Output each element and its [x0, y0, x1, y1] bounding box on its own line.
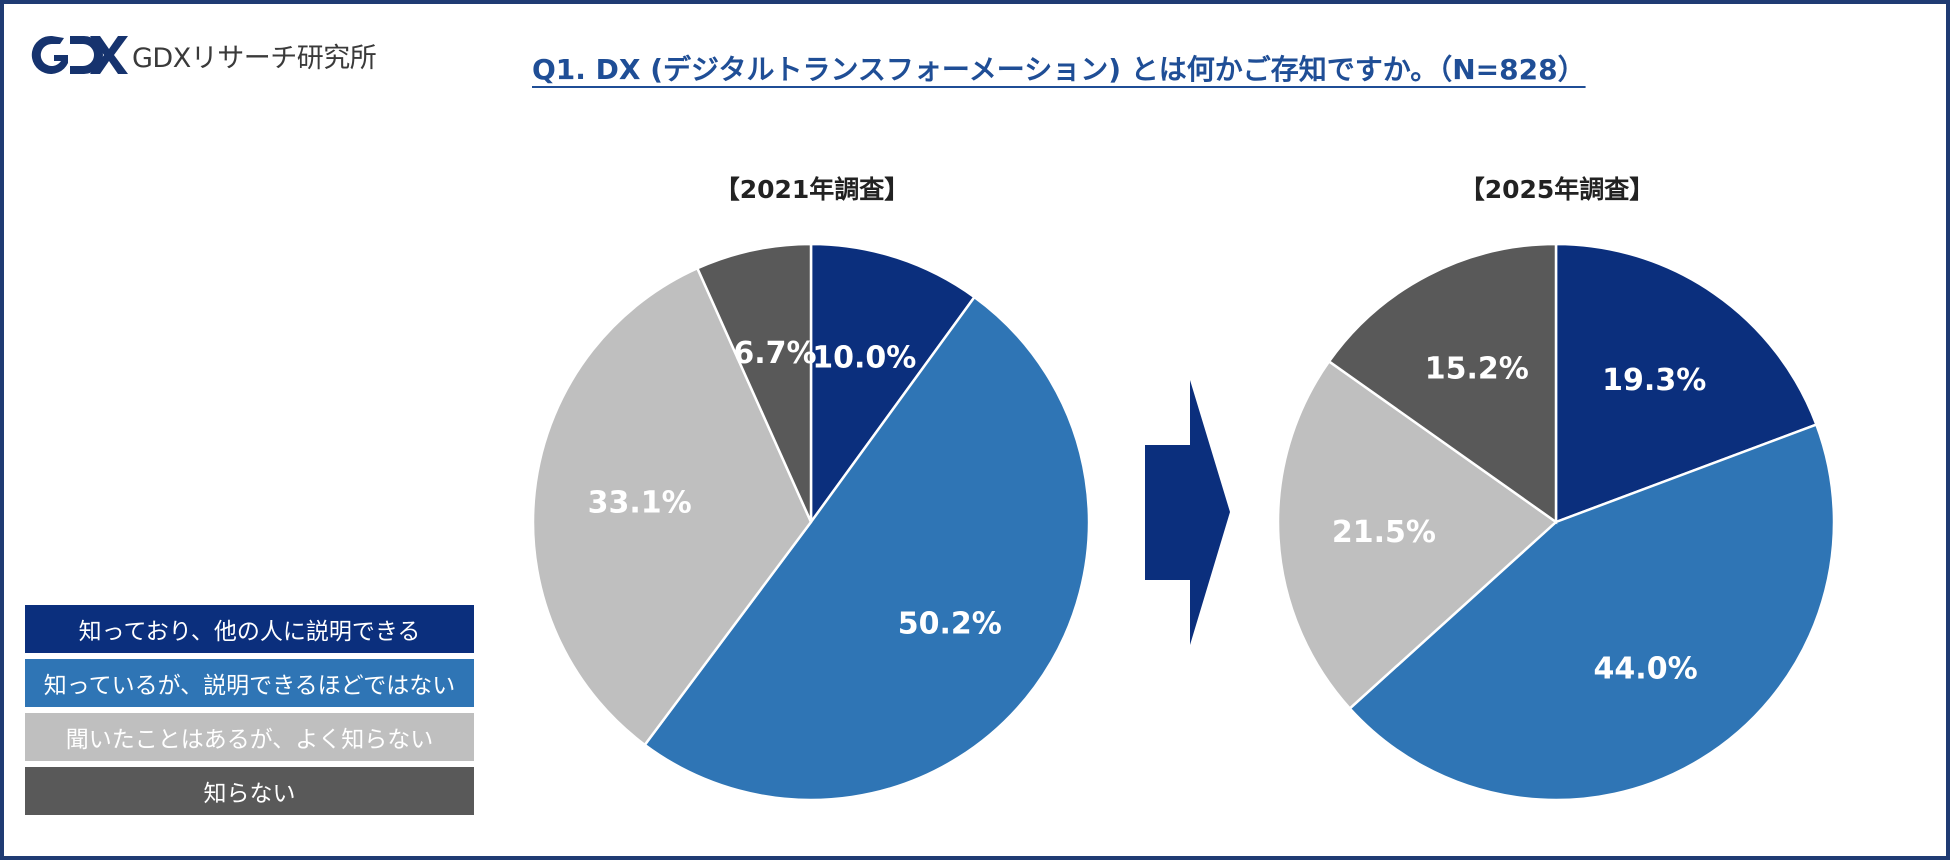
legend: 知っており、他の人に説明できる 知っているが、説明できるほどではない 聞いたこと… [25, 605, 474, 821]
legend-item-explain: 知っており、他の人に説明できる [25, 605, 474, 653]
pie-2025-slice-know [1348, 422, 1836, 802]
page-title: Q1. DX (デジタルトランスフォーメーション) とは何かご存知ですか。（N=… [532, 53, 1586, 86]
legend-label: 知っているが、説明できるほどではない [43, 673, 456, 699]
pie-2025-label-explain: 19.3% [1602, 363, 1706, 398]
pie-2021-slice-explain [809, 242, 977, 526]
pie-2025-slice-heard [1276, 359, 1558, 711]
pie-2021-label-heard: 33.1% [588, 486, 692, 521]
chart-2025-title: 【2025年調査】 [1459, 175, 1655, 204]
pie-2021-label-explain: 10.0% [812, 341, 916, 376]
legend-label: 知らない [203, 781, 296, 807]
pie-chart-2025: 19.3% 44.0% 21.5% 15.2% [1276, 242, 1836, 802]
pie-2021-slice-unknown [695, 242, 813, 523]
right-arrow-icon [1145, 380, 1230, 645]
logo-text: GDXリサーチ研究所 [132, 42, 377, 74]
logo: GDXリサーチ研究所 [30, 30, 377, 80]
pie-2025-label-know: 44.0% [1594, 652, 1698, 687]
legend-item-unknown: 知らない [25, 767, 474, 815]
pie-2021-slice-heard [531, 266, 813, 747]
legend-item-heard: 聞いたことはあるが、よく知らない [25, 713, 474, 761]
legend-label: 聞いたことはあるが、よく知らない [65, 727, 434, 753]
gdx-logo-icon [31, 35, 128, 74]
pie-chart-2021: 10.0% 50.2% 33.1% 6.7% [531, 242, 1091, 802]
legend-item-know: 知っているが、説明できるほどではない [25, 659, 474, 707]
pie-2025-slice-unknown [1327, 242, 1558, 525]
pie-2025-label-unknown: 15.2% [1425, 351, 1529, 386]
pie-2021-slice-know [643, 295, 1091, 802]
pie-2025-slice-explain [1554, 242, 1818, 524]
pie-2021-label-unknown: 6.7% [733, 336, 816, 371]
pie-2021-label-know: 50.2% [898, 607, 1002, 642]
pie-2025-label-heard: 21.5% [1332, 515, 1436, 550]
chart-2021-title: 【2021年調査】 [714, 175, 910, 204]
legend-label: 知っており、他の人に説明できる [78, 619, 421, 645]
